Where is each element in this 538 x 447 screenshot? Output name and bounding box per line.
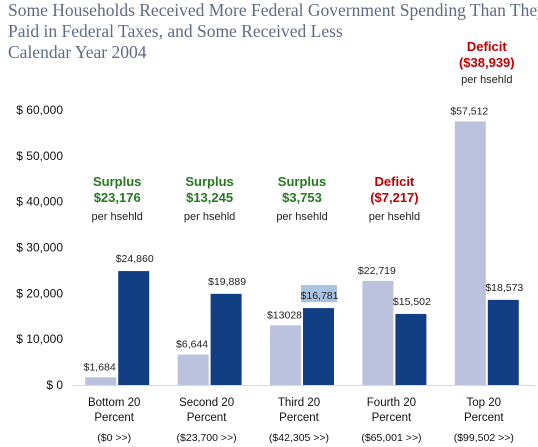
category-label: Third 20 [278,397,320,409]
annotation-amount: ($38,939) [459,55,515,70]
bar-series-2 [303,308,334,385]
data-label: $18,573 [485,282,523,294]
bar-series-1 [362,281,393,385]
annotation-amount: $3,753 [282,190,322,205]
annotation-amount: ($7,217) [370,190,418,205]
category-label: Bottom 20 [88,397,140,409]
data-label: $24,860 [116,253,154,265]
category-label: Percent [372,412,412,424]
annotation-amount: $13,245 [186,190,233,205]
y-tick-label: $ 0 [46,378,63,392]
category-sublabel: ($99,502 >>) [454,432,514,444]
bar-series-2 [395,314,426,385]
annotation-unit: per hsehld [184,211,235,223]
category-sublabel: ($65,001 >>) [361,432,421,444]
data-label: $57,512 [450,105,488,117]
data-label: $16,781 [301,290,339,302]
annotation-unit: per hsehld [276,211,327,223]
y-tick-label: $ 40,000 [16,195,63,209]
annotation-heading: Surplus [93,174,141,189]
category-sublabel: ($42,305 >>) [269,432,329,444]
annotation-unit: per hsehld [461,74,512,86]
annotation-unit: per hsehld [369,211,420,223]
annotation-amount: $23,176 [94,190,141,205]
y-tick-label: $ 50,000 [16,149,63,163]
bar-series-1 [455,121,486,385]
data-label: $15,502 [393,296,431,308]
annotation-heading: Surplus [278,174,326,189]
annotation-heading: Surplus [185,174,233,189]
bar-series-1 [270,325,301,385]
data-label: $6,644 [176,339,208,351]
y-tick-label: $ 60,000 [16,103,63,117]
bar-series-1 [178,355,209,385]
annotation-heading: Deficit [467,39,507,54]
data-label: $13028 [267,309,302,321]
bar-series-2 [211,294,242,385]
data-label: $22,719 [358,265,396,277]
annotation-unit: per hsehld [92,211,143,223]
category-sublabel: ($0 >>) [97,432,131,444]
category-label: Top 20 [467,397,502,409]
y-tick-label: $ 10,000 [16,332,63,346]
category-label: Percent [187,412,227,424]
data-label: $1,684 [84,361,116,373]
category-label: Percent [464,412,504,424]
category-label: Percent [279,412,319,424]
y-tick-label: $ 20,000 [16,286,63,300]
bar-series-1 [85,377,116,385]
y-tick-label: $ 30,000 [16,241,63,255]
annotation-heading: Deficit [375,174,415,189]
category-sublabel: ($23,700 >>) [177,432,237,444]
bar-series-2 [118,271,149,385]
category-label: Percent [94,412,134,424]
bar-series-2 [488,300,519,385]
data-label: $19,889 [208,276,246,288]
category-label: Fourth 20 [367,397,416,409]
category-label: Second 20 [179,397,234,409]
